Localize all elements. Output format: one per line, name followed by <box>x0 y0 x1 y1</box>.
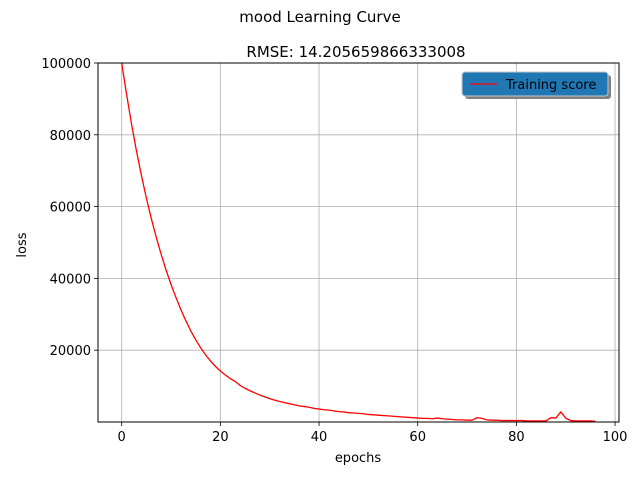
x-tick-label: 40 <box>311 430 328 445</box>
y-tick-label: 40000 <box>50 272 91 287</box>
x-tick-label: 100 <box>603 430 628 445</box>
x-tick-label: 20 <box>212 430 229 445</box>
x-tick-label: 80 <box>508 430 525 445</box>
legend-box <box>461 71 609 97</box>
y-tick-label: 100000 <box>41 57 91 72</box>
y-axis-label: loss <box>15 232 30 257</box>
plot-frame <box>97 62 620 423</box>
series-lines <box>121 62 596 422</box>
y-tick-label: 80000 <box>50 129 91 144</box>
x-tick-label: 60 <box>409 430 426 445</box>
chart-title: RMSE: 14.205659866333008 <box>246 43 465 61</box>
x-axis-label: epochs <box>335 451 382 466</box>
y-axis-ticks: 20000 40000 60000 80000 100000 <box>41 57 98 359</box>
legend-label-training-score: Training score <box>505 78 596 93</box>
grid-lines <box>98 62 619 422</box>
y-tick-label: 20000 <box>50 344 91 359</box>
x-axis-ticks: 0 20 40 60 80 100 <box>118 422 628 445</box>
legend: Training score <box>461 71 611 99</box>
figure-suptitle: mood Learning Curve <box>239 8 400 26</box>
series-line-training-score <box>121 62 596 422</box>
x-tick-label: 0 <box>118 430 126 445</box>
y-tick-label: 60000 <box>50 201 91 216</box>
